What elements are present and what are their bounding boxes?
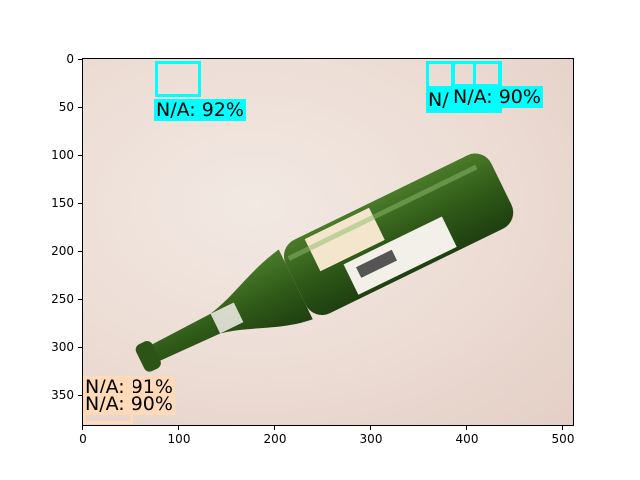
x-tick-label: 400 [455,432,479,446]
y-tick-mark [78,203,82,204]
x-tick-label: 100 [167,432,191,446]
y-tick-mark [78,395,82,396]
y-tick-mark [78,59,82,60]
y-tick-label: 100 [51,148,74,162]
y-tick-mark [78,251,82,252]
detection-label: N/A: 92% [154,99,246,121]
x-tick-mark [274,426,275,430]
x-tick-mark [370,426,371,430]
y-tick-label: 150 [51,196,74,210]
x-tick-mark [562,426,563,430]
y-tick-label: 300 [51,340,74,354]
x-tick-mark [466,426,467,430]
y-tick-label: 350 [51,388,74,402]
x-tick-mark [178,426,179,430]
wine-bottle-image [135,153,514,372]
detection-box [155,61,201,97]
y-tick-label: 250 [51,292,74,306]
detection-box [473,61,501,87]
x-tick-label: 200 [263,432,287,446]
y-tick-label: 50 [58,100,74,114]
y-tick-label: 200 [51,244,74,258]
y-tick-mark [78,299,82,300]
x-tick-label: 300 [359,432,383,446]
y-tick-mark [78,347,82,348]
y-tick-mark [78,155,82,156]
detection-box [426,61,454,89]
x-tick-mark [82,426,83,430]
image-axes: N/A: 92% N/ N/A: 90% N/A: 91% N/A: 90% [82,58,574,426]
y-tick-mark [78,107,82,108]
x-tick-label: 0 [79,432,87,446]
detection-label: N/A: 90% [83,393,175,415]
y-tick-label: 0 [66,52,74,66]
detection-label: N/A: 91% [83,376,175,396]
x-tick-label: 500 [551,432,575,446]
detection-label: N/A: 90% [451,86,543,108]
